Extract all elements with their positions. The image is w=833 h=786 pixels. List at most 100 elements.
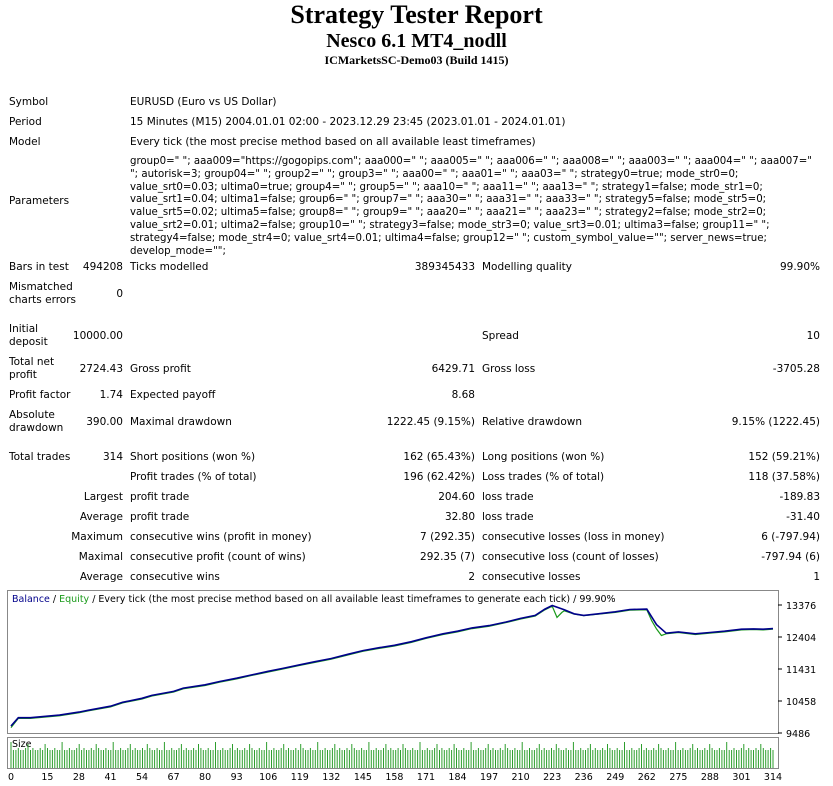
model-label: Model bbox=[9, 136, 41, 148]
max-losses-label: consecutive losses (loss in money) bbox=[482, 531, 665, 543]
largest-profit-value: 204.60 bbox=[438, 491, 475, 503]
x-tick-label: 93 bbox=[231, 772, 243, 783]
x-tick-label: 28 bbox=[73, 772, 85, 783]
maximal-loss-value: -797.94 (6) bbox=[761, 551, 820, 563]
maxdd-label: Maximal drawdown bbox=[130, 416, 232, 428]
largest-profit-label: profit trade bbox=[130, 491, 190, 503]
avg-losses-label: consecutive losses bbox=[482, 571, 581, 583]
x-tick-label: 249 bbox=[606, 772, 624, 783]
maximal-profit-label: consecutive profit (count of wins) bbox=[130, 551, 306, 563]
quality-value: 99.90% bbox=[779, 261, 820, 273]
ptrades-label: Profit trades (% of total) bbox=[130, 471, 257, 483]
report-title: Strategy Tester Report bbox=[290, 0, 543, 29]
maximal-label: Maximal bbox=[78, 551, 123, 563]
y-tick-label: 11431 bbox=[786, 665, 816, 676]
average-profit-value: 32.80 bbox=[444, 511, 475, 523]
y-tick-label: 10458 bbox=[786, 697, 816, 708]
trades-value: 314 bbox=[102, 451, 123, 463]
x-tick-label: 275 bbox=[669, 772, 687, 783]
avg-wins-label: consecutive wins bbox=[130, 571, 220, 583]
spread-value: 10 bbox=[806, 330, 820, 342]
largest-loss-value: -189.83 bbox=[779, 491, 820, 503]
grossloss-value: -3705.28 bbox=[772, 363, 820, 375]
deposit-value: 10000.00 bbox=[72, 330, 123, 342]
x-tick-label: 314 bbox=[764, 772, 782, 783]
y-axis: 13376 12404 11431 10458 9486 bbox=[778, 601, 816, 740]
server-name: ICMarketsSC-Demo03 (Build 1415) bbox=[324, 53, 509, 67]
symbol-value: EURUSD (Euro vs US Dollar) bbox=[130, 96, 277, 108]
y-tick-label: 9486 bbox=[786, 729, 810, 740]
deposit-label: Initial deposit bbox=[9, 323, 48, 348]
payoff-label: Expected payoff bbox=[130, 389, 216, 401]
pf-label: Profit factor bbox=[9, 389, 71, 401]
reldd-label: Relative drawdown bbox=[482, 416, 583, 428]
period-value: 15 Minutes (M15) 2004.01.01 02:00 - 2023… bbox=[130, 116, 566, 128]
symbol-label: Symbol bbox=[9, 96, 49, 108]
avg-losses-value: 1 bbox=[813, 571, 820, 583]
x-tick-label: 119 bbox=[291, 772, 309, 783]
maximal-loss-label: consecutive loss (count of losses) bbox=[482, 551, 659, 563]
grossprofit-label: Gross profit bbox=[130, 363, 191, 375]
absdd-label: Absolute drawdown bbox=[9, 409, 64, 434]
x-tick-label: 223 bbox=[543, 772, 561, 783]
x-tick-label: 210 bbox=[512, 772, 530, 783]
x-tick-label: 184 bbox=[448, 772, 466, 783]
maximum-label: Maximum bbox=[71, 531, 123, 543]
x-tick-label: 132 bbox=[322, 772, 340, 783]
reldd-value: 9.15% (1222.45) bbox=[731, 416, 820, 428]
x-tick-label: 158 bbox=[385, 772, 403, 783]
max-wins-value: 7 (292.35) bbox=[420, 531, 475, 543]
average-profit-label: profit trade bbox=[130, 511, 190, 523]
short-label: Short positions (won %) bbox=[130, 451, 256, 463]
x-tick-label: 171 bbox=[417, 772, 435, 783]
legend-description: / Every tick (the most precise method ba… bbox=[89, 594, 615, 605]
legend: Balance / Equity / Every tick (the most … bbox=[12, 594, 616, 605]
parameters-value: group0=" "; aaa009="https://gogopips.com… bbox=[130, 156, 812, 257]
legend-balance: Balance bbox=[12, 594, 50, 605]
netprofit-label: Total net profit bbox=[9, 356, 55, 381]
legend-separator: / bbox=[50, 594, 59, 605]
ltrades-value: 118 (37.58%) bbox=[748, 471, 820, 483]
maximal-profit-value: 292.35 (7) bbox=[420, 551, 475, 563]
ptrades-value: 196 (62.42%) bbox=[403, 471, 475, 483]
x-tick-label: 145 bbox=[354, 772, 372, 783]
x-tick-label: 0 bbox=[8, 772, 14, 783]
ticks-value: 389345433 bbox=[414, 261, 475, 273]
y-tick-label: 13376 bbox=[786, 601, 816, 612]
balance-chart-svg: Balance / Equity / Every tick (the most … bbox=[7, 590, 816, 783]
x-tick-label: 15 bbox=[41, 772, 53, 783]
grossloss-label: Gross loss bbox=[482, 363, 536, 375]
x-tick-label: 67 bbox=[168, 772, 180, 783]
legend-equity: Equity bbox=[59, 594, 89, 605]
grossprofit-value: 6429.71 bbox=[431, 363, 475, 375]
mismatched-value: 0 bbox=[116, 288, 123, 300]
largest-loss-label: loss trade bbox=[482, 491, 534, 503]
payoff-value: 8.68 bbox=[451, 389, 475, 401]
x-tick-label: 106 bbox=[259, 772, 277, 783]
max-losses-value: 6 (-797.94) bbox=[761, 531, 820, 543]
ticks-label: Ticks modelled bbox=[130, 261, 209, 273]
average-loss-label: loss trade bbox=[482, 511, 534, 523]
netprofit-value: 2724.43 bbox=[79, 363, 123, 375]
maxdd-value: 1222.45 (9.15%) bbox=[386, 416, 475, 428]
expert-name: Nesco 6.1 MT4_nodll bbox=[326, 30, 507, 52]
spread-label: Spread bbox=[482, 330, 519, 342]
x-tick-label: 80 bbox=[199, 772, 211, 783]
long-value: 152 (59.21%) bbox=[748, 451, 820, 463]
absdd-value: 390.00 bbox=[86, 416, 123, 428]
x-tick-label: 41 bbox=[104, 772, 116, 783]
balance-chart: Balance / Equity / Every tick (the most … bbox=[7, 590, 826, 786]
parameters-label: Parameters bbox=[9, 195, 70, 207]
average-loss-value: -31.40 bbox=[786, 511, 820, 523]
x-tick-label: 262 bbox=[638, 772, 656, 783]
quality-label: Modelling quality bbox=[482, 261, 572, 273]
bars-label: Bars in test bbox=[9, 261, 69, 273]
size-label: Size bbox=[12, 739, 32, 750]
period-label: Period bbox=[9, 116, 42, 128]
series-group bbox=[10, 604, 774, 728]
x-axis: 0 15 28 41 54 67 80 93 106 119 132 145 158 171 184 197 2… bbox=[8, 772, 782, 783]
x-tick-label: 197 bbox=[480, 772, 498, 783]
plot-frame bbox=[7, 590, 779, 734]
ltrades-label: Loss trades (% of total) bbox=[482, 471, 605, 483]
pf-value: 1.74 bbox=[99, 389, 123, 401]
